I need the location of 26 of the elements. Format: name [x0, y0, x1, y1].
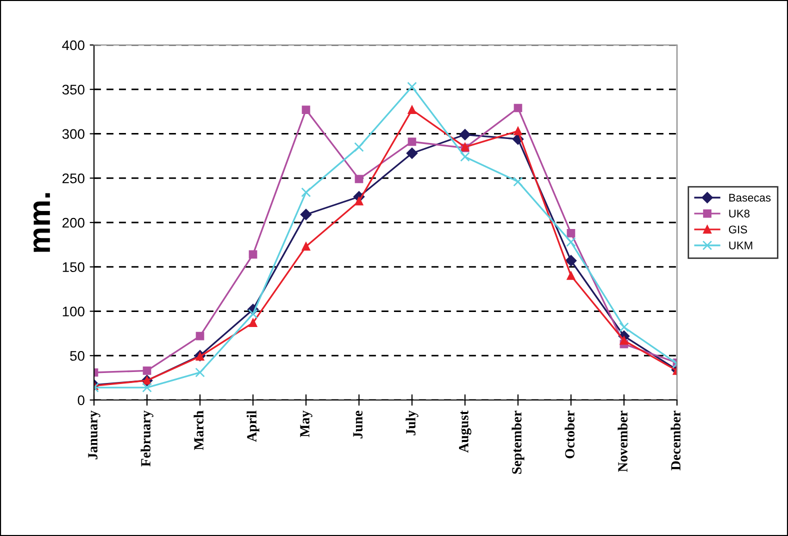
x-tick-label: March	[194, 410, 204, 450]
y-tick-label: 350	[62, 84, 84, 95]
legend-label: Basecas	[729, 194, 771, 202]
x-tick-label: June	[353, 410, 363, 438]
x-tick-label: August	[459, 410, 472, 453]
y-tick-label: 250	[62, 173, 84, 184]
x-tick-label: January	[88, 410, 100, 460]
x-tick-label: May	[300, 410, 312, 438]
x-tick-label: December	[670, 410, 680, 470]
y-tick-label: 150	[62, 262, 84, 272]
x-tick-label: October	[564, 410, 574, 458]
x-tick-label: September	[512, 410, 524, 474]
x-tick-label: February	[140, 410, 154, 466]
x-tick-label: April	[246, 410, 260, 442]
y-axis-title: mm.	[33, 193, 50, 252]
y-tick-label: 50	[70, 350, 84, 361]
legend-label: UKM	[729, 242, 752, 250]
y-tick-label: 300	[62, 129, 84, 139]
x-tick-label: July	[406, 410, 418, 436]
y-tick-label: 400	[62, 40, 84, 50]
y-tick-label: 200	[62, 218, 84, 228]
legend-label: GIS	[728, 226, 748, 234]
y-tick-label: 0	[78, 395, 84, 406]
legend-label: UK8	[729, 210, 750, 218]
y-tick-label: 100	[62, 306, 84, 316]
x-tick-label: November	[618, 410, 628, 472]
